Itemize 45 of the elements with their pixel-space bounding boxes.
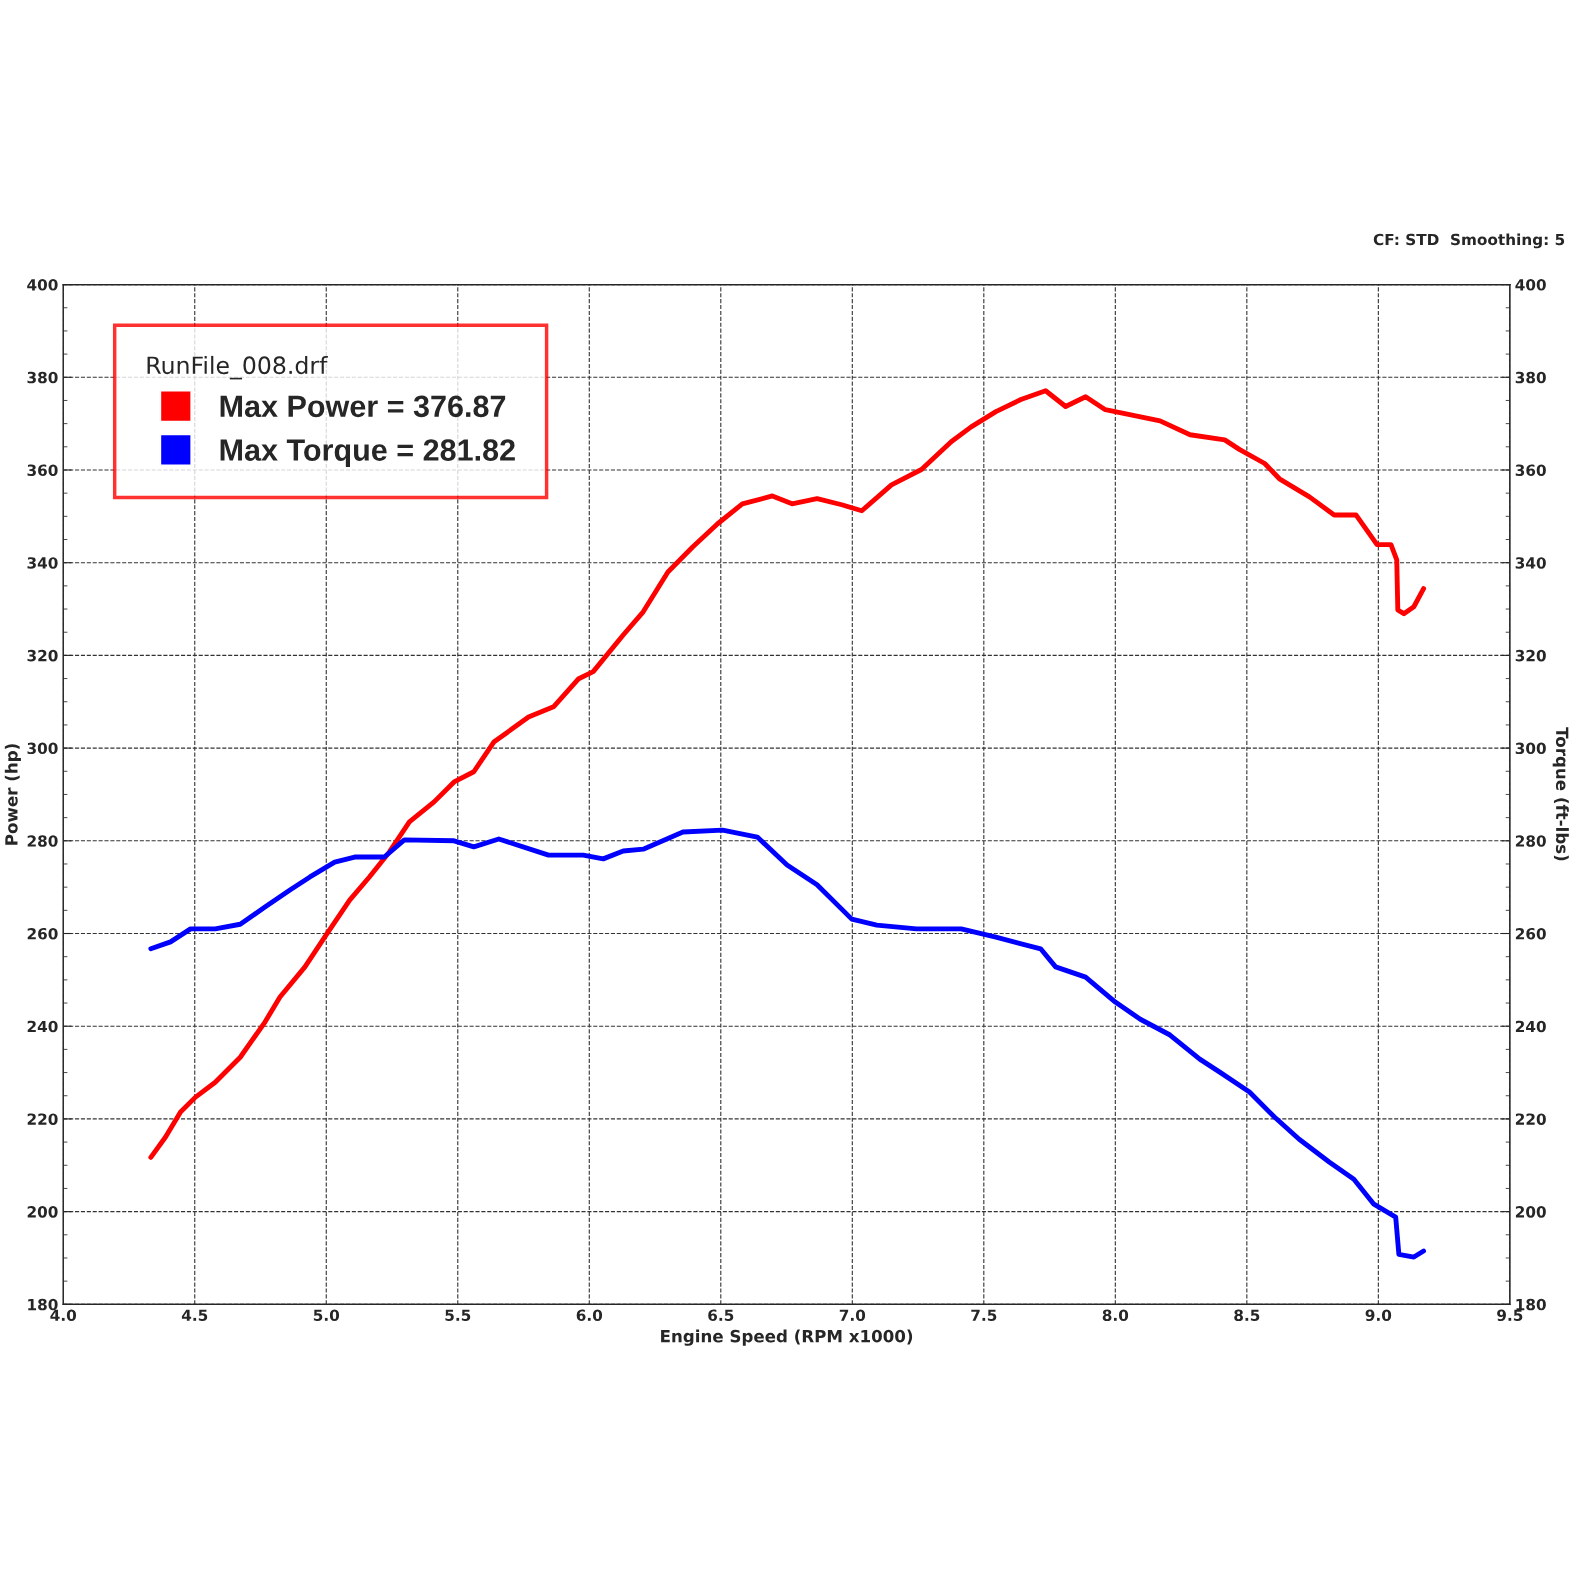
y2-tick-label: 340 — [1515, 557, 1546, 569]
y2-tick-label: 260 — [1515, 927, 1546, 940]
y-tick-label: 320 — [27, 649, 58, 662]
y-tick-label: 260 — [27, 927, 58, 940]
y2-tick-label: 240 — [1515, 1020, 1546, 1033]
y2-axis-title: Torque (ft-lbs) — [1552, 727, 1569, 861]
x-tick-label: 4.5 — [181, 1309, 208, 1322]
y2-tick-label: 280 — [1515, 835, 1546, 847]
y2-tick-label: 360 — [1515, 464, 1546, 477]
x-tick-label: 7.0 — [839, 1309, 866, 1322]
x-tick-label: 9.0 — [1365, 1309, 1392, 1322]
y-tick-label: 240 — [27, 1020, 58, 1033]
y2-tick-label: 400 — [1515, 279, 1546, 291]
y-axis-title: Power (hp) — [4, 744, 21, 845]
y-tick-label: 300 — [27, 742, 58, 755]
y-tick-label: 360 — [27, 464, 58, 477]
y-tick-label: 200 — [27, 1206, 58, 1218]
y2-tick-label: 200 — [1515, 1206, 1546, 1218]
x-tick-label: 6.0 — [576, 1309, 603, 1322]
line-series — [148, 827, 1427, 1260]
y2-tick-label: 300 — [1515, 742, 1546, 755]
legend-label: Max Torque = 281.82 — [220, 439, 515, 467]
y-tick-label: 220 — [27, 1113, 58, 1125]
y2-tick-label: 320 — [1515, 649, 1546, 662]
x-axis-title: Engine Speed (RPM x1000) — [661, 1329, 913, 1346]
x-tick-label: 4.0 — [50, 1309, 77, 1322]
x-tick-label: 5.5 — [445, 1309, 471, 1322]
x-tick-label: 6.5 — [708, 1309, 734, 1322]
y2-tick-label: 380 — [1515, 371, 1546, 384]
text: CF: STD Smoothing: 5 — [1373, 233, 1565, 249]
x-tick-label: 9.5 — [1497, 1309, 1523, 1322]
y2-tick-label: 220 — [1515, 1113, 1546, 1125]
y-tick-label: 180 — [28, 1298, 58, 1311]
y-tick-label: 380 — [27, 371, 58, 384]
line-series — [148, 388, 1427, 1160]
y-tick-label: 400 — [27, 279, 58, 291]
x-tick-label: 8.5 — [1234, 1309, 1260, 1322]
x-tick-label: 5.0 — [313, 1309, 340, 1322]
legend-label: Max Power = 376.87 — [220, 395, 506, 418]
legend-title: RunFile_008.drf — [147, 355, 328, 380]
x-tick-label: 8.0 — [1102, 1309, 1129, 1322]
y-tick-label: 280 — [27, 835, 58, 847]
y-tick-label: 340 — [27, 557, 58, 569]
x-tick-label: 7.5 — [971, 1309, 997, 1322]
y2-tick-label: 180 — [1516, 1298, 1546, 1311]
